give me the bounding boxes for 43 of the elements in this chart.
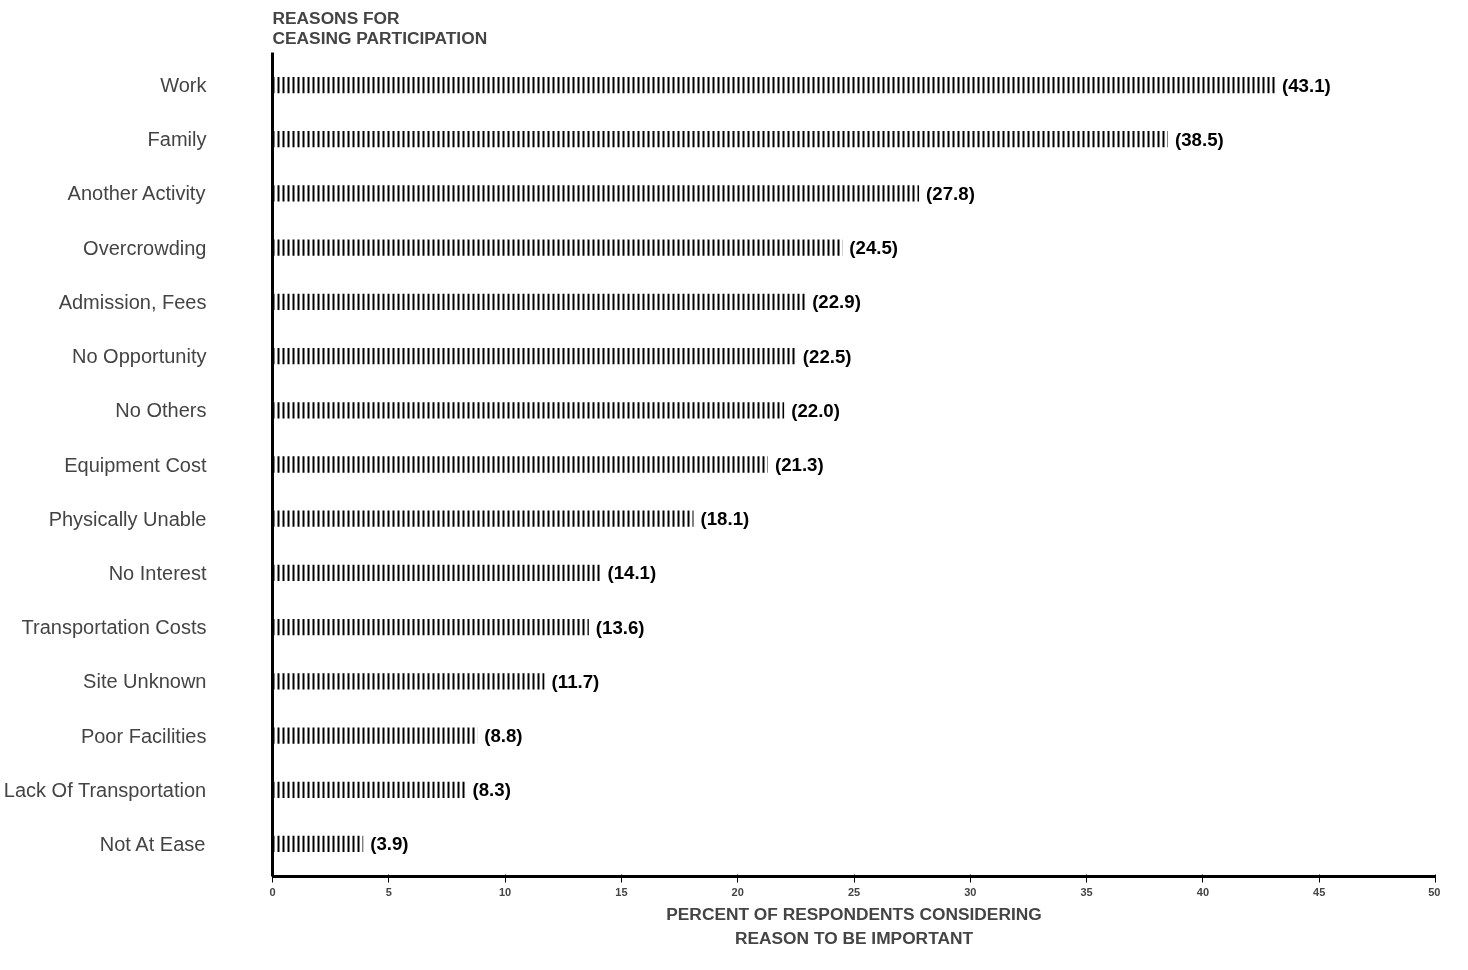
y-tick-label: Admission, Fees xyxy=(58,290,207,313)
x-tick-label: 20 xyxy=(731,885,744,898)
x-tick-label: 15 xyxy=(615,885,628,898)
y-tick-label: Another Activity xyxy=(67,182,206,205)
y-tick-label: Overcrowding xyxy=(83,236,207,259)
x-tick-label: 40 xyxy=(1196,885,1210,898)
data-label: (8.8) xyxy=(484,725,523,747)
x-tick-label: 50 xyxy=(1428,885,1441,898)
data-label: (3.9) xyxy=(370,833,409,855)
data-label: (22.0) xyxy=(791,399,840,421)
x-axis-title: PERCENT OF RESPONDENTS CONSIDERING REASON TO BE IMPORTANT xyxy=(666,903,1042,948)
data-label: (27.8) xyxy=(926,182,975,204)
y-tick-label: No Opportunity xyxy=(71,345,207,368)
y-tick-label: Equipment Cost xyxy=(64,453,207,476)
y-tick-label: No Interest xyxy=(108,561,207,584)
y-tick-label: Poor Facilities xyxy=(80,724,207,747)
data-label: (22.9) xyxy=(812,291,861,313)
x-tick-label: 35 xyxy=(1080,885,1093,898)
data-label: (22.5) xyxy=(802,345,852,367)
data-label: (13.6) xyxy=(595,616,645,638)
data-label: (11.7) xyxy=(551,670,600,692)
y-tick-label: Not At Ease xyxy=(99,832,206,855)
y-tick-label: Physically Unable xyxy=(48,507,207,530)
x-tick-label: 0 xyxy=(269,885,276,898)
x-tick-label: 10 xyxy=(498,885,512,898)
y-tick-label: Site Unknown xyxy=(83,670,207,693)
y-tick-label: No Others xyxy=(115,399,207,422)
y-axis-title: REASONS FOR CEASING PARTICIPATION xyxy=(272,7,488,48)
x-tick-label: 25 xyxy=(847,885,861,898)
data-label: (21.3) xyxy=(774,454,824,475)
data-label: (38.5) xyxy=(1174,128,1224,150)
data-label: (24.5) xyxy=(849,237,899,259)
data-label: (14.1) xyxy=(607,562,657,584)
y-tick-label: Lack Of Transportation xyxy=(3,778,207,801)
data-label: (43.1) xyxy=(1281,74,1331,96)
x-tick-label: 5 xyxy=(385,885,392,898)
y-tick-label: Work xyxy=(160,74,208,97)
data-label: (18.1) xyxy=(700,508,750,530)
data-label: (8.3) xyxy=(472,779,511,801)
x-tick-label: 30 xyxy=(964,885,977,898)
y-tick-label: Transportation Costs xyxy=(21,616,207,639)
y-tick-label: Family xyxy=(147,128,207,151)
x-tick-label: 45 xyxy=(1313,885,1326,898)
